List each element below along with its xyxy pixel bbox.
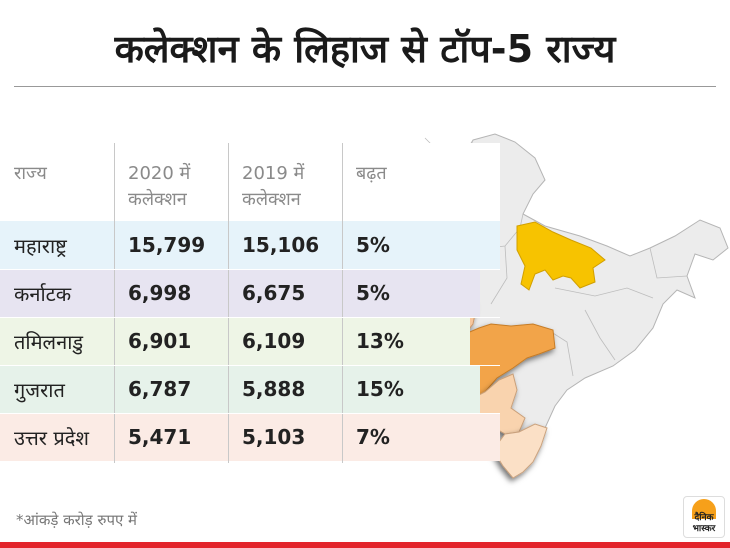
page-title: कलेक्शन के लिहाज से टॉप-5 राज्य [114,27,616,71]
header-2020: 2020 में कलेक्शन [128,163,191,210]
row-2020: 6,787 [128,377,192,401]
logo-line1: दैनिक [694,513,714,523]
accent-bar [0,542,730,548]
logo-sun-icon [692,499,716,519]
row-growth: 7% [356,425,390,449]
row-growth: 5% [356,233,390,257]
row-growth: 13% [356,329,404,353]
row-state: महाराष्ट्र [14,233,67,258]
row-divider [0,317,500,318]
column-divider [342,143,343,463]
footnote: *आंकड़े करोड़ रुपए में [16,511,137,529]
row-growth: 5% [356,281,390,305]
header-2019: 2019 में कलेक्शन [242,163,305,210]
row-2019: 15,106 [242,233,320,257]
row-growth: 15% [356,377,404,401]
row-2019: 6,109 [242,329,306,353]
table-row: तमिलनाडु 6,901 6,109 13% [0,317,470,365]
row-state: गुजरात [14,377,65,402]
table-header: राज्य 2020 में कलेक्शन 2019 में कलेक्शन … [0,143,500,221]
row-2019: 5,888 [242,377,306,401]
row-state: उत्तर प्रदेश [14,425,89,450]
table-row: गुजरात 6,787 5,888 15% [0,365,480,413]
table-row: कर्नाटक 6,998 6,675 5% [0,269,480,317]
dainik-bhaskar-logo: दैनिक भास्कर [683,496,725,538]
row-2019: 5,103 [242,425,306,449]
map-uttar-pradesh [516,221,606,291]
table-row: महाराष्ट्र 15,799 15,106 5% [0,221,500,269]
header-growth: बढ़त [356,163,387,184]
logo-line2: भास्कर [692,524,716,534]
title-divider [14,86,716,87]
header-state: राज्य [14,163,47,184]
row-2020: 5,471 [128,425,192,449]
row-state: तमिलनाडु [14,329,84,354]
row-state: कर्नाटक [14,281,72,306]
row-2020: 6,998 [128,281,192,305]
row-2020: 15,799 [128,233,206,257]
row-divider [0,413,500,414]
column-divider [228,143,229,463]
table-row: उत्तर प्रदेश 5,471 5,103 7% [0,413,500,461]
row-divider [0,269,500,270]
row-2019: 6,675 [242,281,306,305]
row-2020: 6,901 [128,329,192,353]
column-divider [114,143,115,463]
row-divider [0,365,500,366]
